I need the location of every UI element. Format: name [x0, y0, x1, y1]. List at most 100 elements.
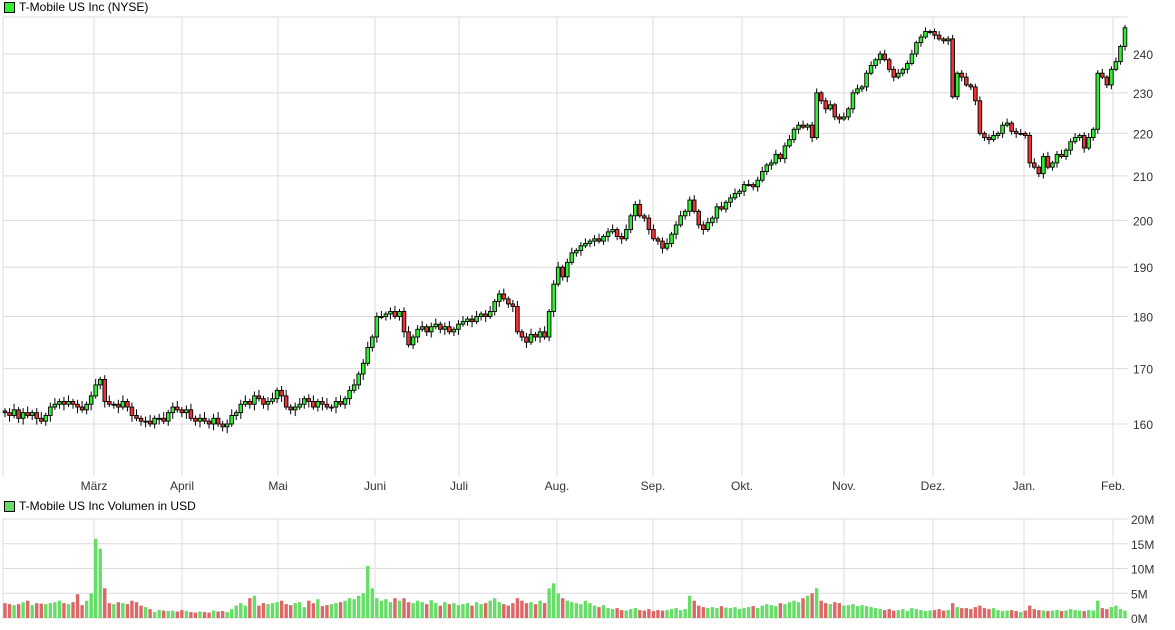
volume-bar: [855, 606, 860, 618]
candle-body: [537, 331, 543, 338]
volume-bar: [683, 609, 687, 618]
volume-bar: [434, 603, 438, 618]
volume-bar: [3, 603, 7, 618]
volume-bar: [733, 607, 737, 618]
candle-body: [107, 401, 112, 405]
volume-bar: [547, 588, 551, 618]
candle-body: [660, 240, 665, 249]
candle-body: [651, 229, 656, 240]
volume-bar: [674, 608, 678, 618]
candle-body: [134, 415, 139, 419]
candle-body: [497, 293, 502, 302]
candle-body: [274, 389, 280, 400]
volume-bar: [556, 593, 560, 618]
volume-bar: [742, 608, 746, 618]
x-tick-label: Sep.: [641, 479, 666, 493]
candle-body: [923, 31, 928, 38]
volume-bar: [1091, 610, 1095, 618]
volume-bar: [139, 605, 143, 618]
volume-bar: [669, 609, 674, 618]
volume-bar: [1037, 610, 1041, 618]
volume-bar: [728, 608, 733, 618]
candle-body: [388, 311, 393, 315]
volume-bar: [982, 608, 987, 618]
volume-bar: [597, 607, 601, 618]
volume-bar: [515, 598, 520, 618]
volume-bar: [406, 602, 411, 618]
volume-bar: [488, 600, 492, 618]
volume-bar: [565, 600, 569, 618]
volume-bar: [529, 602, 533, 618]
volume-bar: [579, 604, 583, 618]
volume-bar: [928, 610, 932, 618]
volume-bar: [842, 605, 846, 618]
volume-bar: [361, 593, 365, 618]
candle-body: [746, 184, 751, 187]
volume-bar: [447, 604, 452, 618]
volume-bar: [397, 600, 402, 618]
candle-body: [1095, 72, 1101, 130]
volume-bar: [465, 603, 470, 618]
volume-bar: [1019, 612, 1023, 618]
volume-bar: [402, 598, 406, 618]
volume-bar: [112, 604, 116, 618]
candle-body: [723, 201, 729, 210]
candle-body: [438, 323, 443, 330]
volume-bar: [320, 606, 325, 618]
candle-body: [451, 328, 457, 333]
candle-body: [152, 417, 157, 425]
volume-bar: [506, 605, 511, 618]
candle-body: [524, 336, 529, 343]
volume-bar: [252, 595, 257, 618]
volume-bar: [828, 604, 832, 618]
volume-bar: [375, 598, 379, 618]
volume-bar: [162, 610, 166, 618]
volume-bar: [89, 593, 93, 618]
candle-body: [1041, 156, 1046, 175]
x-tick-label: Juli: [450, 479, 468, 493]
volume-bar: [642, 610, 647, 618]
candle-body: [755, 179, 760, 188]
volume-bar: [910, 608, 914, 618]
volume-bar: [7, 604, 12, 618]
candle-body: [360, 362, 366, 375]
volume-bar: [524, 603, 529, 618]
x-tick-label: Aug.: [545, 479, 570, 493]
volume-bar: [1055, 610, 1059, 618]
volume-bar: [438, 605, 443, 618]
candle-body: [1050, 162, 1055, 168]
candle-body: [995, 132, 1001, 136]
volume-bar: [1082, 611, 1086, 618]
volume-bar: [878, 609, 882, 618]
volume-bar: [583, 600, 588, 618]
candle-body: [850, 92, 856, 110]
volume-bar: [53, 602, 57, 618]
volume-bar: [198, 611, 202, 618]
volume-bar: [778, 603, 783, 618]
candle-body: [419, 326, 425, 330]
volume-bar: [1096, 600, 1100, 618]
candle-body: [165, 412, 171, 422]
volume-bar: [746, 607, 751, 618]
candle-body: [555, 266, 561, 285]
candle-body: [778, 153, 783, 160]
volume-bar: [561, 598, 565, 618]
candle-body: [270, 398, 275, 402]
candle-body: [392, 311, 398, 317]
candle-body: [66, 401, 71, 405]
candle-body: [546, 311, 552, 338]
candle-body: [574, 250, 579, 254]
candle-body: [329, 406, 334, 409]
candle-body: [370, 336, 375, 348]
candle-body: [737, 190, 742, 194]
volume-bar: [860, 605, 864, 618]
candle-body: [864, 72, 869, 88]
volume-bar: [356, 595, 361, 618]
volume-bar: [769, 605, 774, 618]
volume-bar: [257, 605, 261, 618]
volume-bar: [701, 607, 705, 618]
y-tick-label: 230: [1133, 87, 1153, 101]
candle-body: [968, 84, 974, 88]
volume-bar: [384, 599, 388, 618]
candle-body: [687, 199, 692, 212]
